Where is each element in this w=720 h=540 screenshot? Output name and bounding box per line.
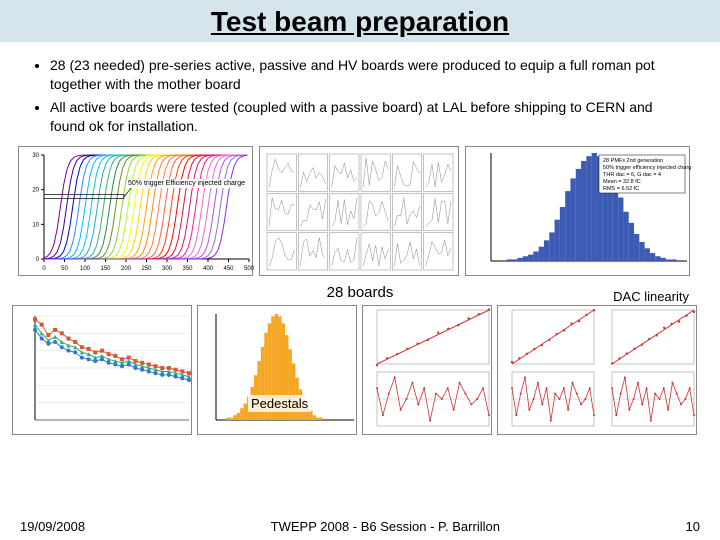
svg-text:500: 500 [244,266,254,272]
svg-text:Mean = 32.8 fC: Mean = 32.8 fC [603,179,641,185]
svg-text:THR dac = 6, G dac = 4: THR dac = 6, G dac = 4 [603,172,661,178]
svg-text:0: 0 [42,266,46,272]
svg-text:20: 20 [32,187,39,193]
threshold-chart [12,305,192,435]
svg-text:450: 450 [223,266,234,272]
svg-text:50% trigger efficiency injecte: 50% trigger efficiency injected charge [603,165,691,171]
footer-page: 10 [686,519,700,534]
svg-text:100: 100 [80,266,91,272]
pedestals-chart: Pedestals [197,305,357,435]
svg-text:RMS = 6.52 fC: RMS = 6.52 fC [603,186,639,192]
svg-text:10: 10 [32,222,39,228]
scurve-chart: 0 50 100 150 200 250 300 350 400 450 500 0 10 20 30 50… [18,146,253,276]
footer-session: TWEPP 2008 - B6 Session - P. Barrillon [271,519,500,534]
grid-panel-chart [259,146,459,276]
charts-row-1: 0 50 100 150 200 250 300 350 400 450 500 0 10 20 30 50… [0,146,720,276]
bullet-list: 28 (23 needed) pre-series active, passiv… [0,42,720,146]
charts-row-2: Pedestals DAC linearity [0,305,720,435]
dac-linearity-label: DAC linearity [610,288,692,305]
svg-text:400: 400 [203,266,214,272]
blue-histogram-chart: 28 PMFs 2nd generation50% trigger effici… [465,146,690,276]
svg-text:50: 50 [61,266,68,272]
footer: 19/09/2008 TWEPP 2008 - B6 Session - P. … [0,519,720,534]
svg-text:30: 30 [32,153,39,159]
bullet-item: 28 (23 needed) pre-series active, passiv… [50,56,684,94]
dac-linearity-chart-1 [362,305,492,435]
footer-date: 19/09/2008 [20,519,85,534]
bullet-item: All active boards were tested (coupled w… [50,98,684,136]
svg-text:0: 0 [36,257,40,263]
svg-text:250: 250 [141,266,152,272]
dac-linearity-chart-2: DAC linearity [497,305,697,435]
page-title: Test beam preparation [0,6,720,38]
scurve-annotation: 50% trigger Efficiency injected charge [127,179,246,188]
svg-text:28 PMFs 2nd generation: 28 PMFs 2nd generation [603,158,663,164]
svg-text:200: 200 [121,266,132,272]
pedestals-label: Pedestals [248,395,311,412]
svg-text:150: 150 [100,266,111,272]
title-band: Test beam preparation [0,0,720,42]
svg-text:350: 350 [182,266,193,272]
svg-text:300: 300 [162,266,173,272]
